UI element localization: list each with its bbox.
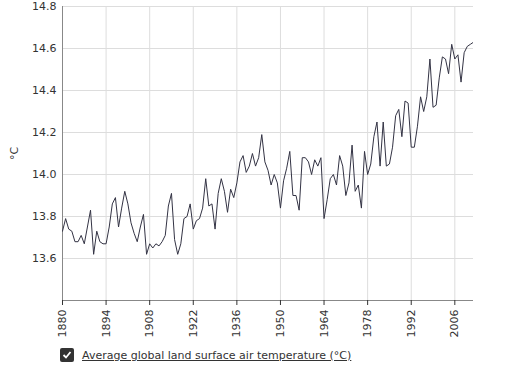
svg-text:14.8: 14.8 (32, 0, 57, 13)
svg-text:1894: 1894 (100, 310, 113, 338)
svg-text:14.0: 14.0 (32, 168, 57, 181)
svg-text:1922: 1922 (187, 310, 200, 338)
svg-text:1950: 1950 (274, 310, 287, 338)
svg-text:1992: 1992 (405, 310, 418, 338)
svg-text:14.2: 14.2 (32, 126, 57, 139)
svg-text:1908: 1908 (143, 310, 156, 338)
svg-text:1936: 1936 (230, 310, 243, 338)
svg-text:13.8: 13.8 (32, 210, 57, 223)
svg-text:2006: 2006 (448, 310, 461, 338)
svg-text:1880: 1880 (56, 310, 69, 338)
svg-text:1978: 1978 (361, 310, 374, 338)
svg-text:°C: °C (8, 147, 21, 161)
svg-text:1964: 1964 (318, 310, 331, 338)
svg-text:14.6: 14.6 (32, 42, 57, 55)
html-text:Average global land surface ai: Average global land surface air temperat… (82, 348, 352, 362)
svg-text:14.4: 14.4 (32, 84, 57, 97)
svg-text:13.6: 13.6 (32, 252, 57, 265)
